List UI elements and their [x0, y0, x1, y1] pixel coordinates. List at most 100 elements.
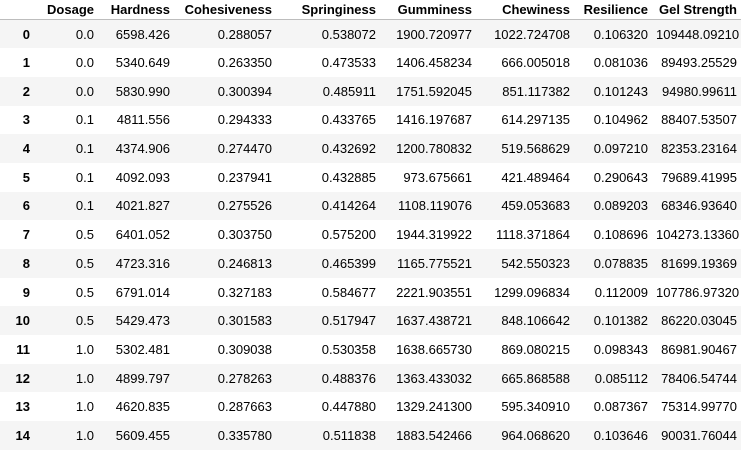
cell-resilience: 0.097210 — [593, 141, 648, 157]
cell-resilience: 0.108696 — [593, 227, 648, 243]
cell-gumminess: 1406.458234 — [396, 55, 472, 71]
cell-cohesiveness: 0.303750 — [217, 227, 272, 243]
row-index: 10 — [15, 313, 30, 329]
cell-cohesiveness: 0.263350 — [217, 55, 272, 71]
cell-resilience: 0.078835 — [593, 255, 648, 271]
cell-chewiness: 595.340910 — [501, 399, 570, 415]
cell-hardness: 4811.556 — [116, 112, 170, 128]
row-index: 11 — [16, 341, 30, 357]
cell-cohesiveness: 0.294333 — [217, 112, 272, 128]
cell-gumminess: 973.675661 — [403, 169, 472, 185]
cell-gumminess: 1637.438721 — [396, 313, 472, 329]
table-body: 0 0.0 6598.426 0.288057 0.538072 1900.720977 1… — [0, 19, 741, 450]
cell-gel-strength: 90031.76044 — [661, 427, 737, 443]
row-index: 6 — [22, 198, 30, 214]
cell-springiness: 0.447880 — [321, 399, 376, 415]
cell-gel-strength: 79689.41995 — [661, 169, 737, 185]
cell-chewiness: 459.053683 — [501, 198, 570, 214]
table-row: 7 0.5 6401.052 0.303750 0.575200 1944.319922 1… — [0, 220, 741, 249]
row-index: 13 — [15, 399, 30, 415]
cell-springiness: 0.465399 — [321, 255, 376, 271]
row-index: 0 — [22, 26, 30, 42]
table-row: 3 0.1 4811.556 0.294333 0.433765 1416.197687 6… — [0, 105, 741, 135]
cell-resilience: 0.085112 — [594, 370, 648, 386]
index-header — [0, 0, 40, 20]
cell-resilience: 0.087367 — [593, 399, 648, 415]
table-row: 9 0.5 6791.014 0.327183 0.584677 2221.903551 1… — [0, 277, 741, 307]
table-row: 2 0.0 5830.990 0.300394 0.485911 1751.592045 8… — [0, 76, 741, 106]
table-row: 1 0.0 5340.649 0.263350 0.473533 1406.458234 6… — [0, 48, 741, 77]
column-header-gel-strength: Gel Strength — [652, 0, 741, 20]
cell-dosage: 0.5 — [75, 255, 94, 271]
column-header-gumminess: Gumminess — [380, 0, 476, 20]
table-row: 13 1.0 4620.835 0.287663 0.447880 1329.241300… — [0, 392, 741, 422]
row-index: 14 — [15, 427, 30, 443]
cell-chewiness: 665.868588 — [501, 370, 570, 386]
cell-gel-strength: 88407.53507 — [661, 112, 737, 128]
table-row: 4 0.1 4374.906 0.274470 0.432692 1200.780832 5… — [0, 134, 741, 163]
cell-chewiness: 421.489464 — [501, 169, 570, 185]
cell-gumminess: 2221.903551 — [396, 284, 472, 300]
cell-gumminess: 1883.542466 — [396, 427, 472, 443]
cell-dosage: 0.0 — [75, 26, 94, 42]
cell-chewiness: 1022.724708 — [494, 26, 570, 42]
table-row: 6 0.1 4021.827 0.275526 0.414264 1108.119076 4… — [0, 191, 741, 221]
cell-gel-strength: 68346.93640 — [661, 198, 737, 214]
cell-hardness: 4620.835 — [115, 399, 170, 415]
cell-hardness: 5340.649 — [115, 55, 170, 71]
cell-springiness: 0.517947 — [321, 313, 376, 329]
cell-springiness: 0.485911 — [322, 83, 376, 99]
cell-dosage: 0.0 — [75, 83, 94, 99]
cell-cohesiveness: 0.300394 — [217, 83, 272, 99]
cell-springiness: 0.473533 — [321, 55, 376, 71]
cell-dosage: 1.0 — [75, 427, 94, 443]
cell-cohesiveness: 0.301583 — [217, 313, 272, 329]
cell-hardness: 4092.093 — [115, 169, 170, 185]
cell-hardness: 5609.455 — [115, 427, 170, 443]
cell-hardness: 6401.052 — [115, 227, 170, 243]
cell-chewiness: 851.117382 — [502, 83, 570, 99]
cell-gel-strength: 82353.23164 — [661, 141, 737, 157]
cell-hardness: 4899.797 — [115, 370, 170, 386]
cell-gumminess: 1638.665730 — [396, 341, 472, 357]
column-header-dosage: Dosage — [40, 0, 98, 20]
cell-resilience: 0.112009 — [594, 284, 648, 300]
cell-springiness: 0.432692 — [321, 141, 376, 157]
cell-gel-strength: 94980.99611 — [662, 83, 737, 99]
cell-gumminess: 1363.433032 — [396, 370, 472, 386]
cell-springiness: 0.433765 — [321, 112, 376, 128]
cell-hardness: 4723.316 — [115, 255, 170, 271]
cell-hardness: 4021.827 — [115, 198, 170, 214]
cell-gumminess: 1200.780832 — [396, 141, 472, 157]
column-header-chewiness: Chewiness — [476, 0, 574, 20]
cell-resilience: 0.106320 — [593, 26, 648, 42]
cell-resilience: 0.081036 — [593, 55, 648, 71]
table-row: 11 1.0 5302.481 0.309038 0.530358 1638.665730… — [0, 335, 741, 364]
table-row: 10 0.5 5429.473 0.301583 0.517947 1637.438721… — [0, 306, 741, 336]
row-index: 5 — [22, 169, 30, 185]
cell-springiness: 0.432885 — [321, 169, 376, 185]
table-row: 0 0.0 6598.426 0.288057 0.538072 1900.720977 1… — [0, 19, 741, 49]
cell-resilience: 0.101382 — [593, 313, 648, 329]
row-index: 9 — [22, 284, 30, 300]
cell-gel-strength: 89493.25529 — [661, 55, 737, 71]
cell-dosage: 0.5 — [75, 227, 94, 243]
header-row: Dosage Hardness Cohesiveness Springiness… — [0, 0, 741, 20]
column-header-resilience: Resilience — [574, 0, 652, 20]
table-header: Dosage Hardness Cohesiveness Springiness… — [0, 0, 741, 20]
row-index: 3 — [22, 112, 30, 128]
row-index: 12 — [15, 370, 30, 386]
cell-hardness: 5302.481 — [115, 341, 170, 357]
cell-gel-strength: 81699.19369 — [661, 255, 737, 271]
cell-dosage: 0.0 — [75, 55, 94, 71]
cell-resilience: 0.101243 — [593, 83, 648, 99]
row-index: 7 — [22, 227, 30, 243]
cell-cohesiveness: 0.237941 — [217, 169, 272, 185]
cell-resilience: 0.290643 — [593, 169, 648, 185]
cell-gel-strength: 109448.09210 — [656, 26, 740, 42]
cell-gumminess: 1944.319922 — [396, 227, 472, 243]
cell-gumminess: 1751.592045 — [396, 83, 472, 99]
cell-cohesiveness: 0.246813 — [217, 255, 272, 271]
